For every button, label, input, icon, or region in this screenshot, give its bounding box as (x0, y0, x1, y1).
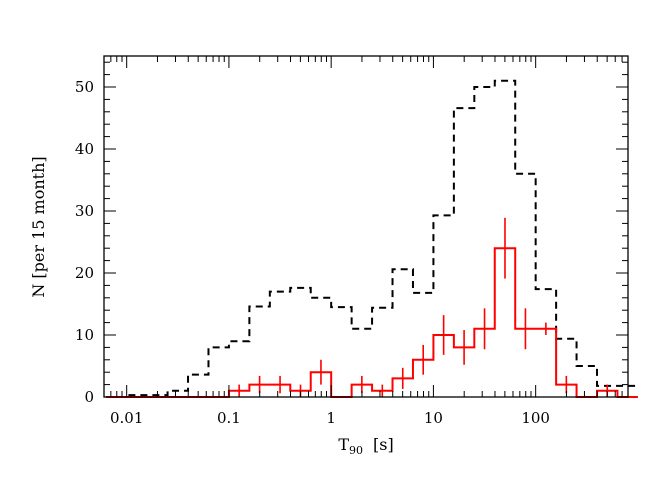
y-tick-label: 0 (84, 388, 94, 406)
x-axis-label-unit: [s] (373, 435, 394, 454)
x-tick-label: 0.1 (217, 409, 241, 427)
x-tick-label: 1 (326, 409, 336, 427)
x-axis-label-main: T (338, 435, 349, 454)
x-tick-label: 0.01 (110, 409, 143, 427)
solid-series-line (106, 247, 638, 398)
y-tick-label: 10 (75, 326, 94, 344)
y-tick-label: 20 (75, 264, 94, 282)
dashed-series-line (106, 79, 638, 398)
x-axis-label: T90 [s] (338, 435, 393, 457)
plot-frame (103, 55, 629, 398)
y-tick-label: 50 (75, 78, 94, 96)
x-axis-label-subscript: 90 (349, 444, 363, 457)
x-tick-label: 10 (424, 409, 443, 427)
y-tick-label: 40 (75, 140, 94, 158)
y-tick-label: 30 (75, 202, 94, 220)
y-axis-label: N [per 15 month] (29, 156, 48, 297)
plot-area (106, 79, 638, 398)
x-tick-label: 100 (521, 409, 550, 427)
axis-ticks: 0.01 0.1 1 10 100 0 10 20 30 40 50 (75, 56, 629, 427)
